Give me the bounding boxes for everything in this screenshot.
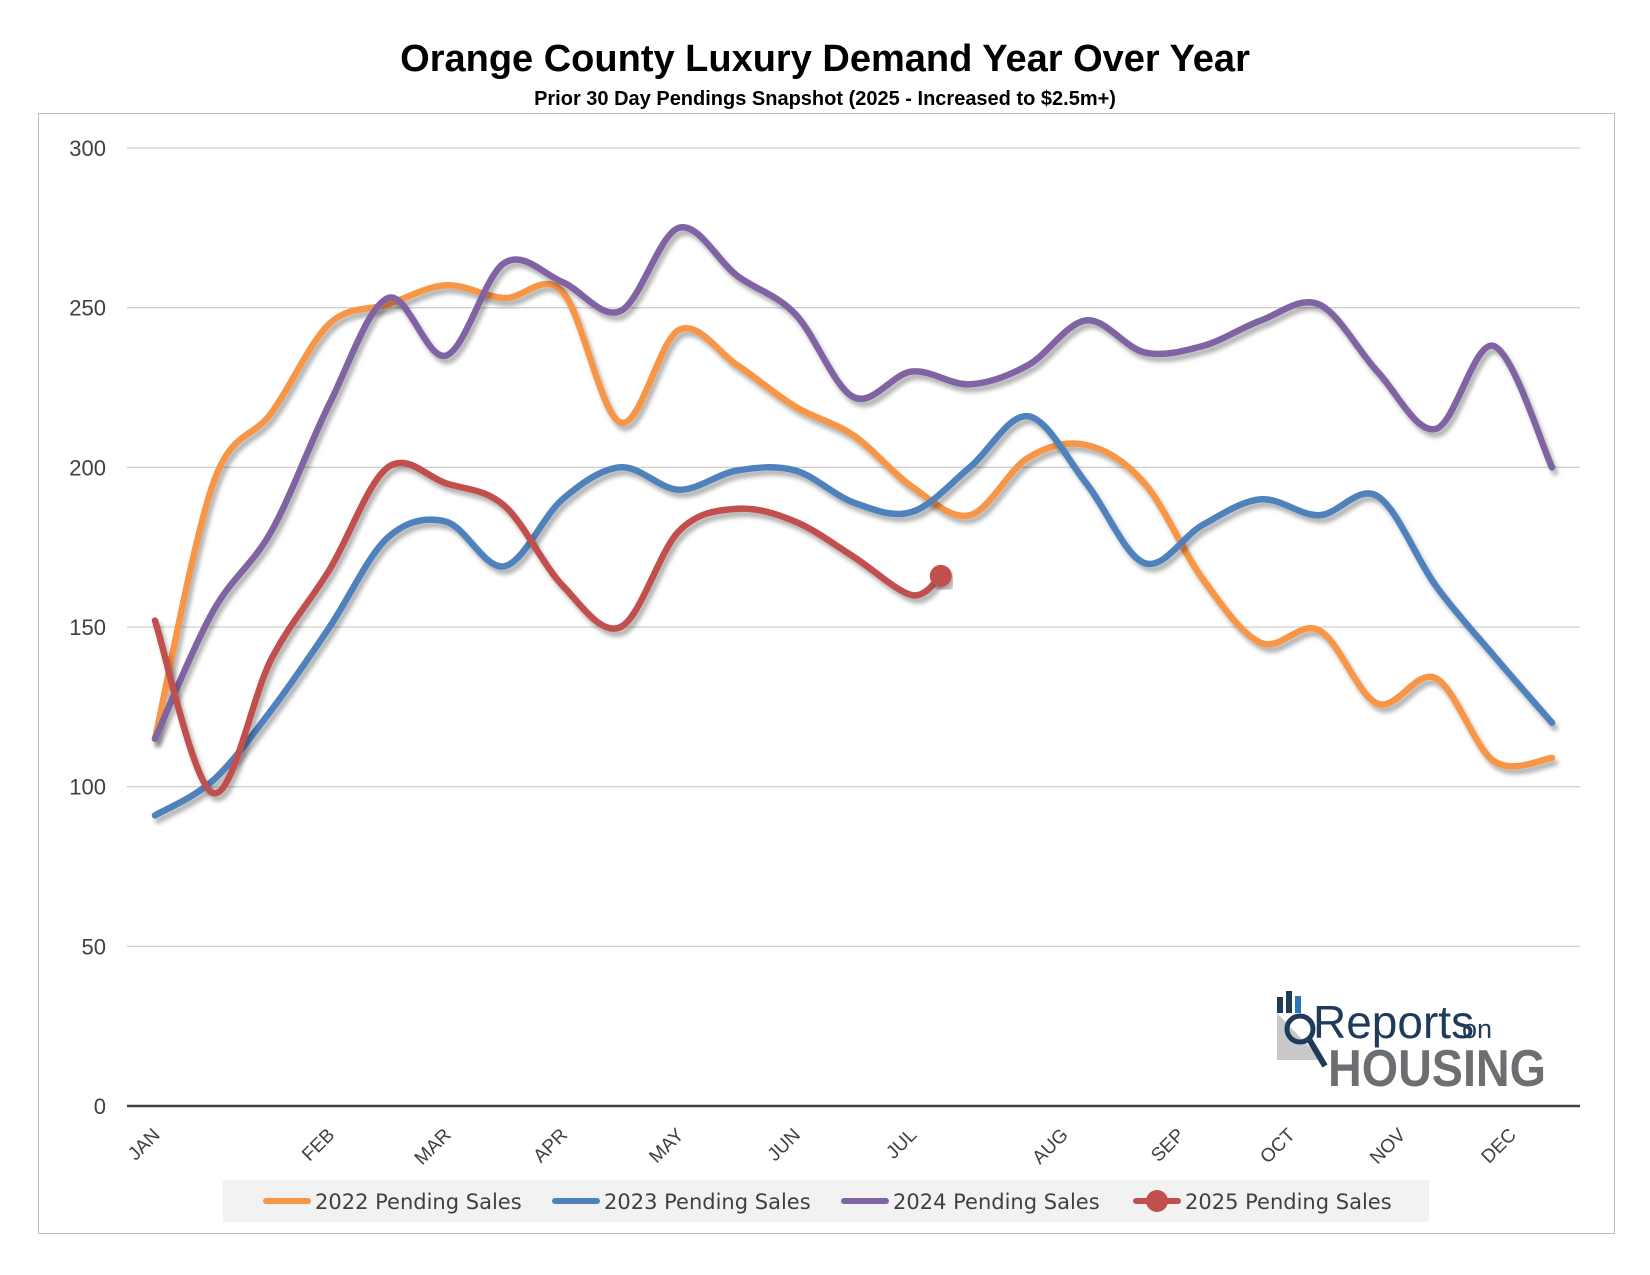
logo-word-on: on (1462, 1014, 1492, 1044)
gridlines (127, 147, 1580, 1108)
y-tick-label: 200 (69, 455, 106, 480)
y-tick-label: 150 (69, 615, 106, 640)
legend-box (223, 1180, 1429, 1222)
x-tick-label: AUG (1029, 1125, 1073, 1169)
logo-word-reports: Reports (1313, 996, 1474, 1048)
chart-subtitle: Prior 30 Day Pendings Snapshot (2025 - I… (534, 88, 1116, 110)
legend-label: 2023 Pending Sales (604, 1190, 811, 1214)
series-line-2022-pending-sales (151, 280, 1556, 770)
series-lines (151, 224, 1556, 819)
logo-bar-icon (1277, 997, 1283, 1013)
x-tick-label: SEP (1147, 1125, 1189, 1167)
y-tick-label: 100 (69, 775, 106, 800)
chart-frame (38, 113, 1615, 1234)
y-tick-label: 0 (94, 1094, 106, 1119)
logo-bar-icon (1295, 996, 1301, 1013)
chart-title: Orange County Luxury Demand Year Over Ye… (400, 38, 1250, 80)
x-tick-label: MAY (645, 1124, 688, 1167)
x-tick-label: DEC (1478, 1125, 1521, 1168)
reports-on-housing-logo: Reports on HOUSING (1277, 991, 1546, 1098)
legend-label: 2022 Pending Sales (315, 1190, 522, 1214)
y-axis-ticks: 0 50 100 150 200 250 300 (69, 136, 106, 1119)
x-tick-label: NOV (1366, 1124, 1410, 1168)
y-tick-label: 250 (69, 296, 106, 321)
legend-label: 2025 Pending Sales (1185, 1190, 1392, 1214)
x-tick-label: JUL (882, 1125, 921, 1164)
logo-lens-icon (1284, 1013, 1316, 1045)
y-tick-label: 50 (82, 934, 106, 959)
x-tick-label: JAN (124, 1125, 164, 1165)
y-tick-label: 300 (69, 136, 106, 161)
x-axis-ticks: JAN FEB MAR APR MAY JUN JUL AUG SEP OCT NOV DEC (124, 1124, 1520, 1169)
x-tick-label: APR (530, 1125, 572, 1167)
legend-label: 2024 Pending Sales (893, 1190, 1100, 1214)
logo-handle-icon (1306, 1037, 1328, 1068)
x-tick-label: MAR (411, 1125, 456, 1170)
series-line-2023-pending-sales (151, 412, 1556, 819)
x-tick-label: FEB (298, 1125, 339, 1166)
x-tick-label: OCT (1256, 1124, 1299, 1167)
legend-marker (1146, 1190, 1168, 1212)
legend: 2022 Pending Sales 2023 Pending Sales 2024… (263, 1190, 1392, 1214)
x-tick-label: JUN (764, 1125, 805, 1166)
series-line-2025-pending-sales (151, 459, 945, 797)
logo-bar-icon (1286, 991, 1292, 1013)
series-line-2024-pending-sales (151, 224, 1556, 743)
end-marker-2025-pending-sales (929, 564, 952, 587)
logo-word-housing: HOUSING (1328, 1040, 1546, 1098)
